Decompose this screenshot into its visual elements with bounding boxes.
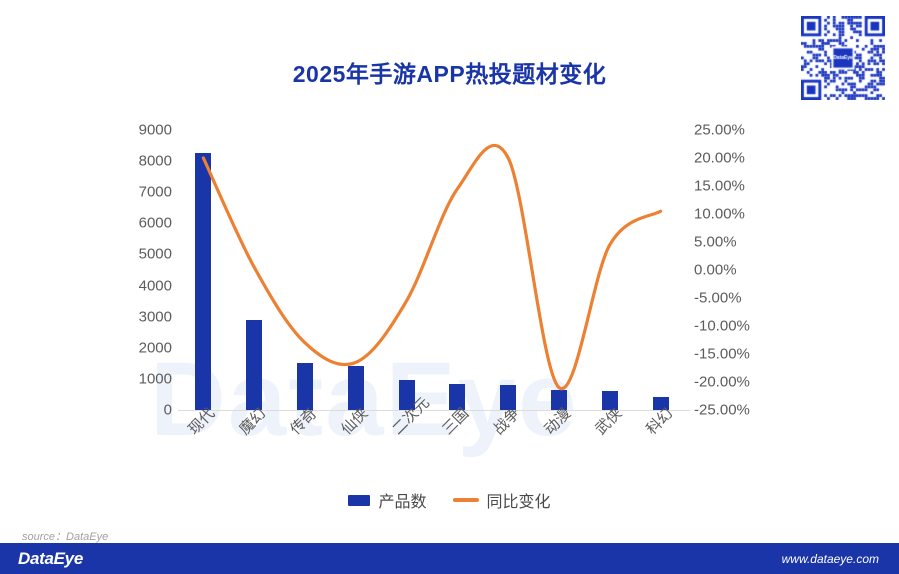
bar-slot: [229, 130, 280, 410]
y-axis-right-tick: 25.00%: [694, 121, 745, 139]
chart-container: DataEye 9000 8000 7000 6000 5000 4000 3000 2000…: [0, 110, 899, 459]
y-axis-right-tick: 5.00%: [694, 233, 737, 251]
y-axis-right-tick: 0.00%: [694, 261, 737, 279]
bar[interactable]: [296, 363, 313, 410]
line-path: [201, 143, 663, 391]
y-axis-right-tick: -10.00%: [694, 317, 750, 335]
legend-bar-swatch-icon: [348, 494, 371, 506]
y-axis-right-tick: -25.00%: [694, 401, 750, 419]
bar[interactable]: [246, 319, 263, 410]
bar[interactable]: [652, 396, 669, 410]
chart-legend: 产品数 同比变化: [0, 488, 899, 512]
y-axis-right-tick: 10.00%: [694, 205, 745, 223]
bar-slot: [178, 130, 229, 410]
axis-baseline: [178, 410, 690, 411]
bar-slot: [280, 130, 331, 410]
legend-line-swatch-icon: [452, 498, 479, 502]
y-axis-left-tick: 7000: [138, 183, 172, 201]
y-axis-left-tick: 4000: [138, 277, 172, 295]
bar-slot: [635, 130, 686, 410]
bar[interactable]: [500, 385, 517, 410]
y-axis-right-tick: -5.00%: [694, 289, 742, 307]
bar-slot: [483, 130, 534, 410]
plot-area: [178, 130, 686, 410]
qr-code-canvas: [801, 16, 885, 100]
legend-item[interactable]: 同比变化: [452, 488, 551, 512]
y-axis-left-tick: 9000: [138, 121, 172, 139]
bar-series: [178, 130, 686, 410]
footer-bar: DataEye www.dataeye.com: [0, 543, 899, 574]
source-note: source：DataEye: [22, 531, 109, 543]
bar-slot: [330, 130, 381, 410]
y-axis-left: 9000 8000 7000 6000 5000 4000 3000 2000 1000 0: [96, 123, 172, 418]
bar-slot: [584, 130, 635, 410]
bar[interactable]: [601, 391, 618, 410]
qr-code[interactable]: [801, 16, 885, 100]
bar[interactable]: [550, 389, 567, 410]
bar[interactable]: [398, 380, 415, 410]
x-axis-categories: 现代 魔幻 传奇 仙侠 二次元 三国 战争 动漫 武侠 科幻: [178, 394, 686, 488]
website-url[interactable]: www.dataeye.com: [781, 551, 879, 566]
y-axis-right: 25.00% 20.00% 15.00% 10.00% 5.00% 0.00% -5.00%…: [694, 123, 780, 418]
bar[interactable]: [347, 366, 364, 410]
bar-slot: [432, 130, 483, 410]
line-series: [201, 143, 663, 391]
legend-label: 同比变化: [486, 494, 551, 511]
bar-slot: [381, 130, 432, 410]
page-title: 2025年手游APP热投题材变化: [292, 61, 607, 87]
y-axis-right-tick: 15.00%: [694, 177, 745, 195]
y-axis-right-tick: -15.00%: [694, 345, 750, 363]
y-axis-left-tick: 1000: [138, 370, 172, 388]
y-axis-left-tick: 0: [163, 401, 172, 419]
bar[interactable]: [449, 383, 466, 410]
bar[interactable]: [195, 153, 212, 410]
legend-label: 产品数: [378, 494, 427, 511]
y-axis-left-tick: 5000: [138, 245, 172, 263]
y-axis-right-tick: -20.00%: [694, 373, 750, 391]
y-axis-left-tick: 6000: [138, 214, 172, 232]
y-axis-left-tick: 2000: [138, 339, 172, 357]
y-axis-right-tick: 20.00%: [694, 149, 745, 167]
y-axis-left-tick: 8000: [138, 152, 172, 170]
brand-logo: DataEye: [18, 548, 83, 568]
y-axis-left-tick: 3000: [138, 308, 172, 326]
legend-item[interactable]: 产品数: [348, 488, 427, 512]
bar-slot: [534, 130, 585, 410]
